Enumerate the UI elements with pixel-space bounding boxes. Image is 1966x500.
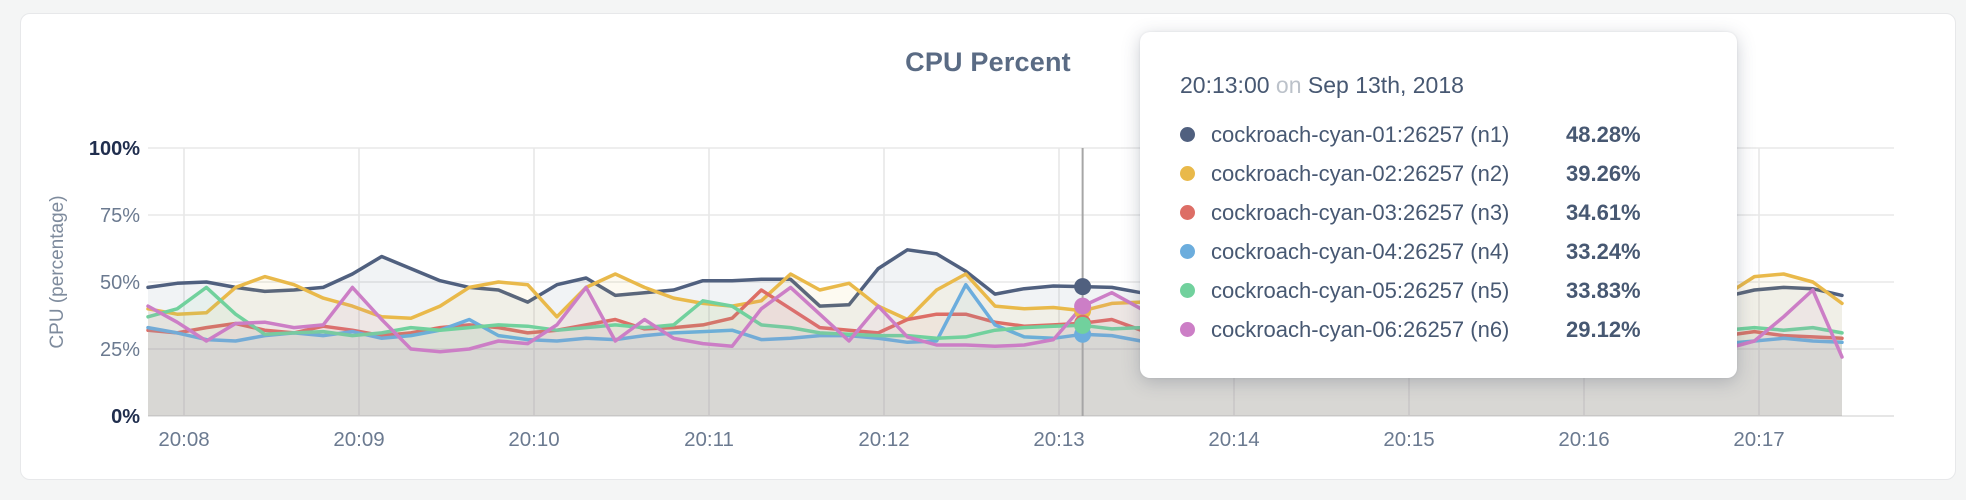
tooltip-conjunction: on [1275,72,1302,98]
tooltip-series-label: cockroach-cyan-02:26257 (n2) [1211,160,1510,186]
x-tick-label: 20:14 [1208,428,1259,451]
tooltip-series-label: cockroach-cyan-05:26257 (n5) [1211,277,1510,303]
y-tick-label: 0% [111,406,140,428]
x-tick-label: 20:17 [1733,428,1784,451]
tooltip-row: cockroach-cyan-03:26257 (n3) 34.61% [1180,193,1697,232]
series-area [148,287,1842,416]
chart-title: CPU Percent [905,47,1071,77]
tooltip-row: cockroach-cyan-02:26257 (n2) 39.26% [1180,154,1697,193]
y-tick-label: 50% [100,272,140,294]
series-color-dot-icon [1180,283,1195,298]
series-color-dot-icon [1180,127,1195,142]
x-tick-label: 20:08 [158,428,209,451]
tooltip-row: cockroach-cyan-04:26257 (n4) 33.24% [1180,232,1697,271]
tooltip-series-label: cockroach-cyan-06:26257 (n6) [1211,316,1510,342]
series-color-dot-icon [1180,166,1195,181]
hover-point-dot [1074,278,1092,296]
series-color-dot-icon [1180,322,1195,337]
tooltip-timestamp: 20:13:00 on Sep 13th, 2018 [1180,72,1697,99]
tooltip-row: cockroach-cyan-05:26257 (n5) 33.83% [1180,271,1697,310]
tooltip-series-value: 34.61% [1566,199,1641,225]
tooltip-series-value: 33.24% [1566,238,1641,264]
tooltip-series-value: 39.26% [1566,160,1641,186]
hover-point-dot [1074,297,1092,315]
hover-point-dot [1074,316,1092,334]
tooltip-series-label: cockroach-cyan-01:26257 (n1) [1211,121,1510,147]
series-color-dot-icon [1180,244,1195,259]
tooltip-series-label: cockroach-cyan-03:26257 (n3) [1211,199,1510,225]
x-tick-label: 20:13 [1033,428,1084,451]
tooltip-row: cockroach-cyan-06:26257 (n6) 29.12% [1180,310,1697,349]
series-area [148,284,1842,416]
x-tick-label: 20:12 [858,428,909,451]
tooltip-series-value: 48.28% [1566,121,1641,147]
hover-tooltip: 20:13:00 on Sep 13th, 2018 cockroach-cya… [1140,32,1737,378]
tooltip-date: Sep 13th, 2018 [1307,72,1464,98]
tooltip-row: cockroach-cyan-01:26257 (n1) 48.28% [1180,115,1697,154]
x-tick-label: 20:16 [1558,428,1609,451]
y-tick-label: 25% [100,339,140,361]
series-area [148,287,1842,416]
x-tick-label: 20:11 [684,428,734,451]
tooltip-series-label: cockroach-cyan-04:26257 (n4) [1211,238,1510,264]
y-tick-label: 75% [100,205,140,227]
x-tick-label: 20:09 [333,428,384,451]
tooltip-rows: cockroach-cyan-01:26257 (n1) 48.28% cockro… [1180,115,1697,349]
tooltip-time: 20:13:00 [1180,72,1270,98]
x-tick-label: 20:15 [1383,428,1434,451]
x-tick-label: 20:10 [508,428,559,451]
tooltip-series-value: 33.83% [1566,277,1641,303]
y-tick-label: 100% [89,138,140,160]
tooltip-series-value: 29.12% [1566,316,1641,342]
series-color-dot-icon [1180,205,1195,220]
series-area [148,290,1842,416]
